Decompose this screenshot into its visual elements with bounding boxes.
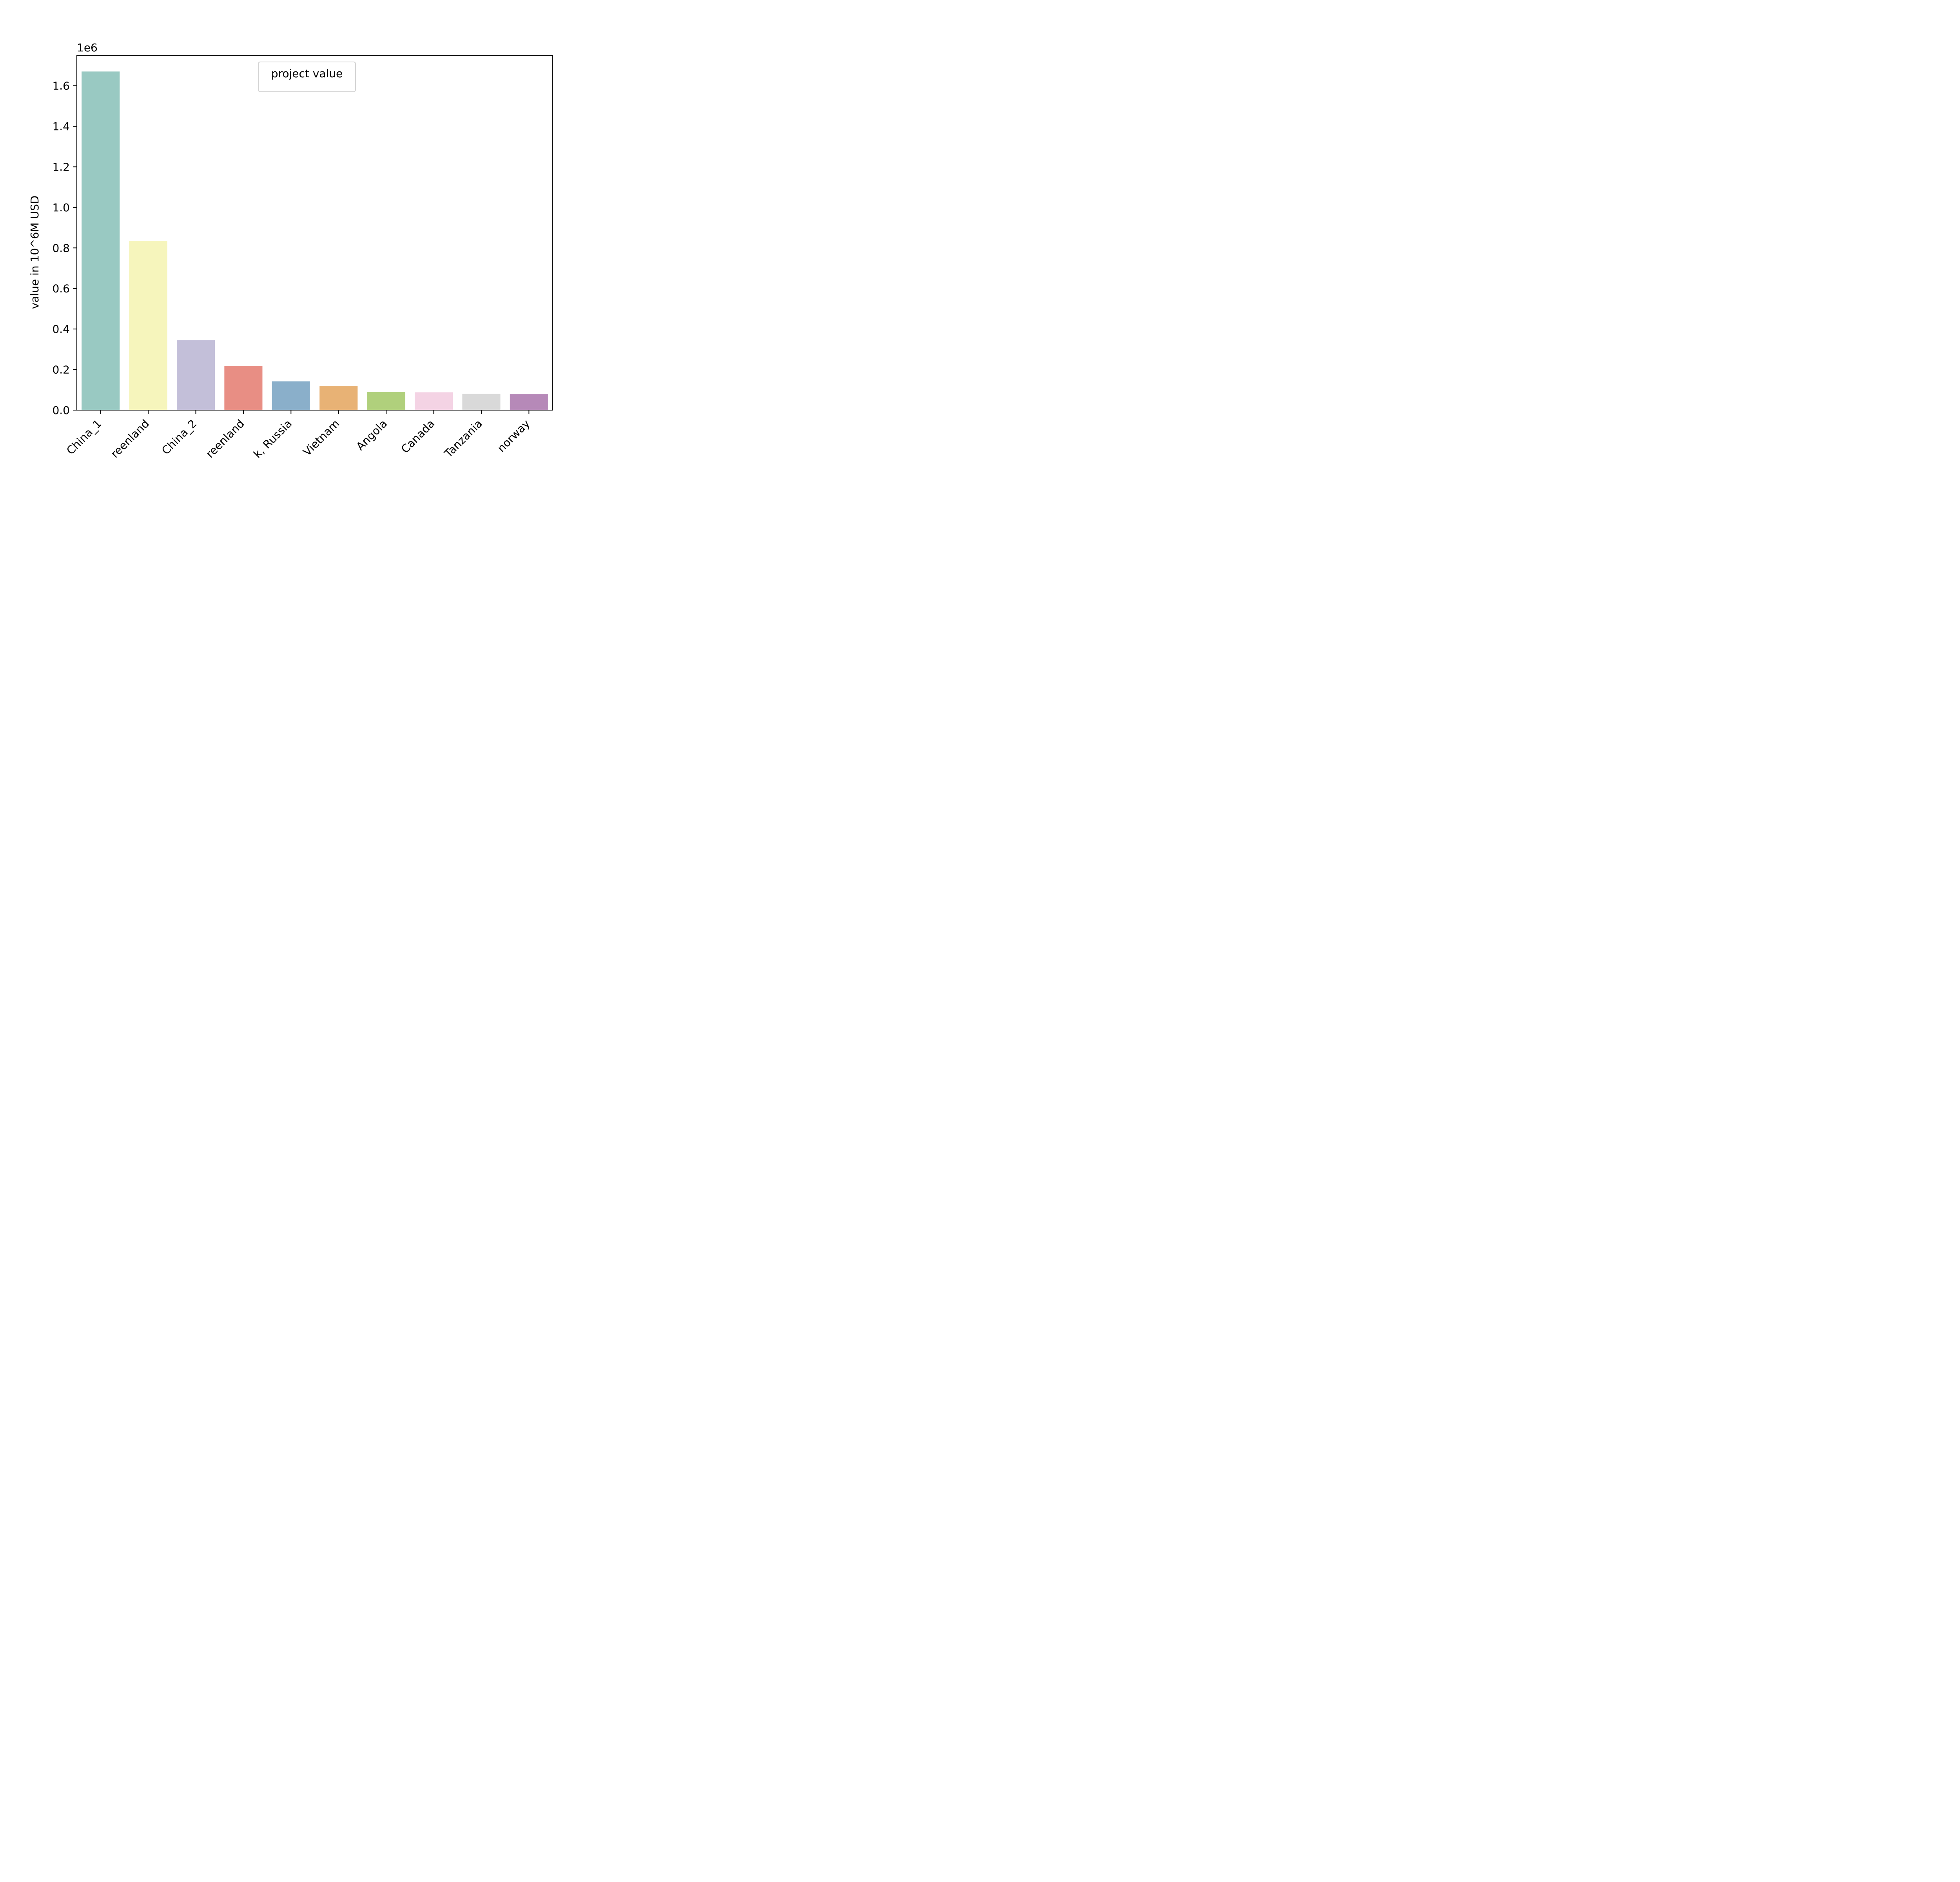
x-tick-label: reenland [203, 417, 247, 461]
x-tick-label: Tanzania [442, 417, 485, 460]
y-axis-offset-label: 1e6 [77, 41, 98, 54]
y-tick-label: 0.6 [52, 282, 70, 295]
bar [510, 394, 548, 410]
x-tick-label: Canada [399, 417, 437, 456]
x-tick-label: China_1 [64, 417, 104, 457]
bar [224, 366, 263, 410]
y-tick-label: 0.0 [52, 404, 70, 417]
bar [176, 340, 215, 410]
plot-area-frame [76, 55, 553, 411]
y-axis-ticks: 0.0 0.2 0.4 0.6 0.8 1.0 1.2 1.4 1.6 [52, 80, 77, 417]
bar [319, 385, 358, 410]
y-tick-label: 1.4 [52, 120, 70, 133]
bars-group [82, 71, 548, 410]
bar [129, 241, 167, 410]
bar [462, 394, 501, 410]
y-axis-label: value in 10^6M USD [28, 196, 41, 309]
x-tick-label: Angola [354, 417, 390, 453]
x-axis-ticks: China_1 reenland China_2 reenland k, Russia V… [64, 410, 532, 461]
y-tick-label: 0.4 [52, 323, 70, 336]
x-tick-label: reenland [108, 417, 152, 461]
legend-box [258, 62, 356, 92]
x-tick-label: k, Russia [251, 417, 294, 461]
bar [272, 381, 310, 410]
y-tick-label: 1.0 [52, 201, 70, 214]
x-tick-label: norway [495, 417, 532, 455]
y-tick-label: 1.2 [52, 160, 70, 173]
bar [367, 392, 405, 410]
bar [414, 392, 453, 410]
legend: project value [258, 62, 356, 92]
y-tick-label: 0.8 [52, 242, 70, 254]
bar [82, 71, 120, 410]
bar-chart: China_1 reenland China_2 reenland k, Russia V… [28, 41, 553, 461]
x-tick-label: Vietnam [301, 417, 342, 459]
y-tick-label: 0.2 [52, 363, 70, 376]
legend-label: project value [271, 67, 343, 80]
x-tick-label: China_2 [159, 417, 199, 457]
y-tick-label: 1.6 [52, 80, 70, 93]
